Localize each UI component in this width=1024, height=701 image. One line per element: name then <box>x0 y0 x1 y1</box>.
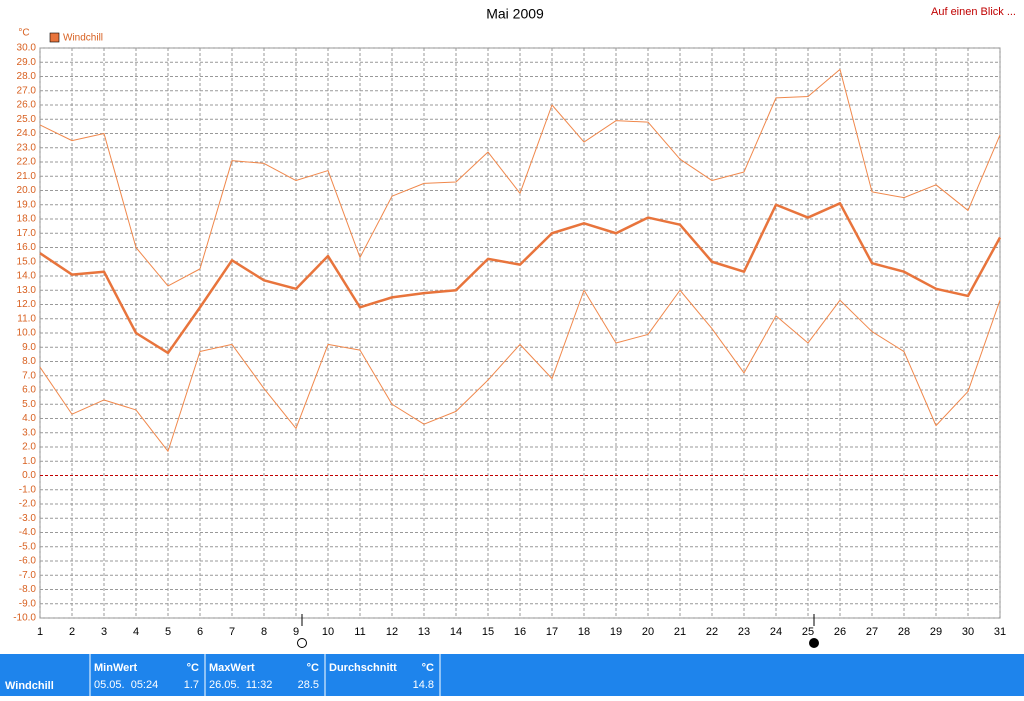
series-line <box>39 289 1001 452</box>
x-tick-label: 27 <box>866 626 878 638</box>
cell-unit: °C <box>307 662 319 674</box>
y-tick-label: 6.0 <box>22 385 36 396</box>
x-tick-label: 7 <box>229 626 235 638</box>
y-tick-label: 7.0 <box>22 370 36 381</box>
chart-title: Mai 2009 <box>486 6 544 22</box>
y-tick-label: 22.0 <box>17 157 37 168</box>
x-tick-label: 21 <box>674 626 686 638</box>
x-tick-label: 16 <box>514 626 526 638</box>
x-tick-label: 3 <box>101 626 107 638</box>
y-tick-label: 15.0 <box>17 256 37 267</box>
x-tick-label: 19 <box>610 626 622 638</box>
cell-value: 1.7 <box>184 679 199 691</box>
y-tick-label: 18.0 <box>17 214 37 225</box>
x-tick-label: 8 <box>261 626 267 638</box>
y-tick-label: -9.0 <box>19 598 37 609</box>
x-tick-label: 29 <box>930 626 942 638</box>
y-tick-label: -2.0 <box>19 499 37 510</box>
y-tick-label: 12.0 <box>17 299 37 310</box>
y-tick-label: 16.0 <box>17 242 37 253</box>
x-tick-label: 4 <box>133 626 139 638</box>
y-tick-label: -6.0 <box>19 556 37 567</box>
x-tick-label: 31 <box>994 626 1006 638</box>
x-tick-label: 15 <box>482 626 494 638</box>
y-tick-label: -3.0 <box>19 513 37 524</box>
x-tick-label: 22 <box>706 626 718 638</box>
cell-value: 28.5 <box>298 679 319 691</box>
cell-value: 14.8 <box>413 679 434 691</box>
y-tick-label: 0.0 <box>22 470 36 481</box>
y-tick-label: -10.0 <box>13 613 36 624</box>
y-tick-label: 5.0 <box>22 399 36 410</box>
x-tick-label: 10 <box>322 626 334 638</box>
y-tick-label: 17.0 <box>17 228 37 239</box>
y-tick-label: 21.0 <box>17 171 37 182</box>
y-tick-label: 1.0 <box>22 456 36 467</box>
x-tick-label: 18 <box>578 626 590 638</box>
y-tick-label: -1.0 <box>19 484 37 495</box>
summary-label: Windchill <box>5 680 54 692</box>
y-tick-label: 8.0 <box>22 356 36 367</box>
x-tick-label: 12 <box>386 626 398 638</box>
cell-time: 26.05. 11:32 <box>209 679 272 691</box>
cell-title: Durchschnitt <box>329 662 397 674</box>
x-tick-label: 6 <box>197 626 203 638</box>
y-tick-label: 19.0 <box>17 199 37 210</box>
cell-unit: °C <box>422 662 434 674</box>
y-tick-label: 14.0 <box>17 271 37 282</box>
y-unit: °C <box>18 28 29 39</box>
y-tick-label: 28.0 <box>17 71 37 82</box>
x-tick-label: 11 <box>354 626 365 638</box>
x-tick-label: 20 <box>642 626 654 638</box>
y-tick-label: 3.0 <box>22 427 36 438</box>
legend-swatch <box>49 32 60 43</box>
y-tick-label: 25.0 <box>17 114 37 125</box>
x-tick-label: 17 <box>546 626 558 638</box>
y-tick-label: 4.0 <box>22 413 36 424</box>
y-tick-label: 29.0 <box>17 57 37 68</box>
y-tick-label: -8.0 <box>19 584 37 595</box>
x-tick-label: 9 <box>293 626 299 638</box>
x-tick-label: 23 <box>738 626 750 638</box>
y-tick-label: 20.0 <box>17 185 37 196</box>
series-line <box>39 202 1002 355</box>
x-tick-label: 25 <box>802 626 814 638</box>
series-line <box>39 68 1001 287</box>
y-tick-label: 13.0 <box>17 285 37 296</box>
y-tick-label: 11.0 <box>17 313 36 324</box>
y-tick-label: 9.0 <box>22 342 36 353</box>
x-tick-label: 1 <box>37 626 43 638</box>
summary-bar <box>0 654 1024 696</box>
legend-label: Windchill <box>63 33 103 44</box>
x-tick-label: 13 <box>418 626 430 638</box>
x-tick-label: 14 <box>450 626 462 638</box>
y-tick-label: 27.0 <box>17 85 37 96</box>
y-tick-label: -4.0 <box>19 527 37 538</box>
y-tick-label: -5.0 <box>19 541 37 552</box>
cell-title: MaxWert <box>209 662 255 674</box>
y-tick-label: 2.0 <box>22 442 36 453</box>
x-tick-label: 28 <box>898 626 910 638</box>
cell-unit: °C <box>187 662 199 674</box>
y-tick-label: 30.0 <box>17 43 37 54</box>
moon-icon <box>297 638 307 648</box>
y-tick-label: 23.0 <box>17 142 37 153</box>
y-tick-label: 10.0 <box>17 328 37 339</box>
x-tick-label: 24 <box>770 626 782 638</box>
x-tick-label: 30 <box>962 626 974 638</box>
y-tick-label: 26.0 <box>17 100 37 111</box>
x-tick-label: 26 <box>834 626 846 638</box>
y-tick-label: -7.0 <box>19 570 37 581</box>
y-tick-label: 24.0 <box>17 128 37 139</box>
moon-icon <box>809 638 819 648</box>
cell-time: 05.05. 05:24 <box>94 679 158 691</box>
x-tick-label: 2 <box>69 626 75 638</box>
x-tick-label: 5 <box>165 626 171 638</box>
cell-title: MinWert <box>94 662 138 674</box>
link[interactable]: Auf einen Blick ... <box>931 6 1016 18</box>
